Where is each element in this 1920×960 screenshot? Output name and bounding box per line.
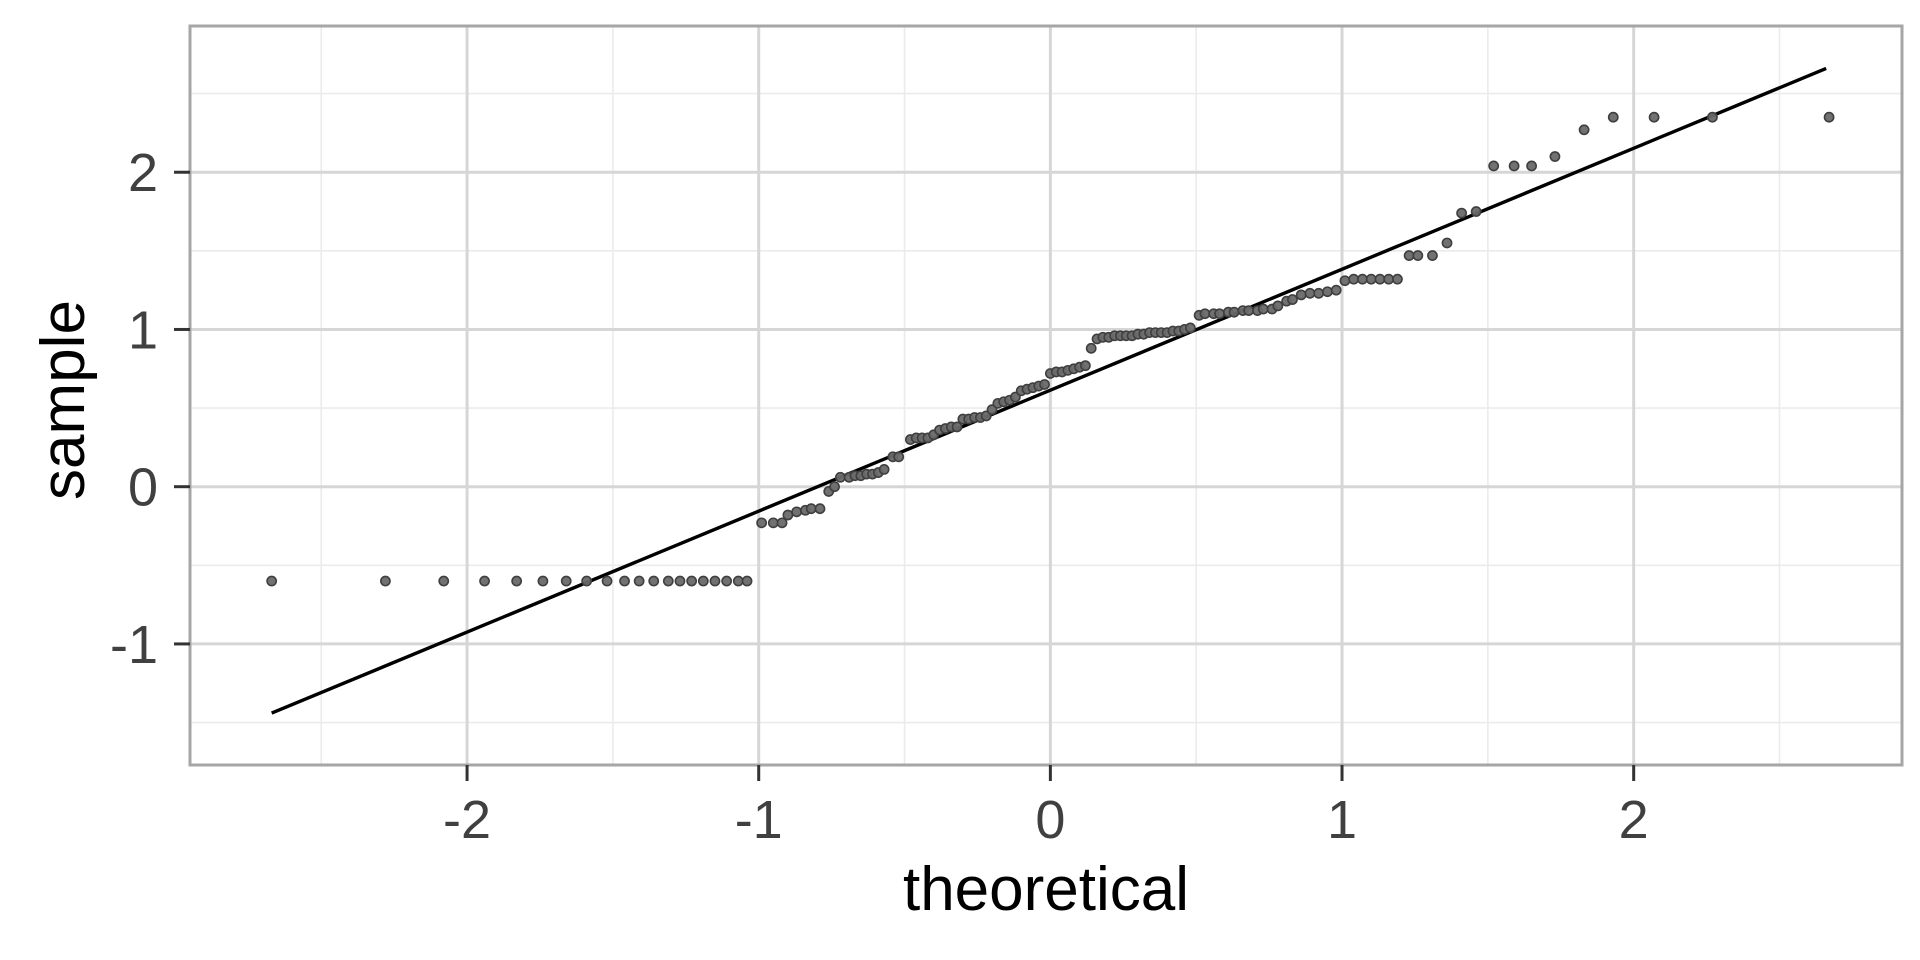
- data-point: [1272, 300, 1284, 312]
- data-point: [1228, 306, 1240, 318]
- data-point: [721, 575, 733, 587]
- data-point: [1184, 322, 1196, 334]
- data-point: [1295, 289, 1307, 301]
- data-point: [648, 575, 660, 587]
- data-point: [1365, 273, 1377, 285]
- y-axis-ticks: [174, 170, 190, 646]
- data-point: [1330, 284, 1342, 296]
- data-point: [1348, 273, 1360, 285]
- data-point: [1526, 160, 1538, 172]
- data-point: [741, 575, 753, 587]
- data-point: [601, 575, 613, 587]
- data-point: [1243, 305, 1255, 316]
- x-tick-label: -1: [735, 790, 783, 850]
- data-point: [1648, 111, 1660, 123]
- data-point: [1304, 287, 1316, 299]
- data-point: [1287, 294, 1298, 305]
- data-point: [1578, 124, 1590, 136]
- data-point: [732, 575, 744, 587]
- panel-background: [190, 26, 1902, 765]
- y-tick-label: 2: [128, 143, 158, 203]
- data-point: [1427, 250, 1438, 261]
- minor-gridlines: [190, 26, 1902, 765]
- data-point: [438, 575, 450, 587]
- panel-border: [188, 24, 1904, 767]
- data-point: [537, 575, 549, 587]
- x-axis-title: theoretical: [903, 855, 1189, 924]
- data-point: [674, 575, 686, 587]
- data-point: [479, 575, 490, 587]
- data-point: [380, 575, 391, 587]
- data-point: [1214, 308, 1225, 320]
- y-tick-label: 0: [128, 458, 158, 518]
- data-point: [266, 575, 278, 587]
- y-tick-label: -1: [110, 615, 158, 675]
- data-point: [1357, 273, 1368, 285]
- data-point: [805, 503, 817, 515]
- major-gridlines: [190, 26, 1902, 765]
- data-point: [633, 575, 645, 587]
- data-point: [1441, 237, 1453, 249]
- data-point: [782, 509, 794, 521]
- data-point: [829, 481, 840, 493]
- data-point: [1607, 111, 1619, 123]
- data-point: [1470, 206, 1482, 217]
- data-point: [1257, 303, 1269, 315]
- data-point: [1039, 379, 1050, 390]
- data-point: [1199, 308, 1211, 320]
- data-point: [878, 463, 890, 475]
- y-axis-title: sample: [29, 300, 98, 500]
- x-tick-label: -2: [443, 790, 491, 850]
- data-point: [581, 575, 593, 587]
- data-point: [951, 421, 963, 433]
- data-point: [776, 517, 788, 529]
- data-point: [662, 575, 674, 587]
- data-point: [686, 575, 698, 587]
- data-point: [1313, 287, 1325, 299]
- data-point: [791, 506, 803, 518]
- x-tick-label: 2: [1619, 790, 1649, 850]
- data-point: [834, 471, 846, 483]
- data-point: [1403, 250, 1415, 261]
- data-point: [619, 575, 630, 587]
- data-point: [1374, 273, 1386, 285]
- data-point: [1322, 286, 1333, 298]
- data-point: [814, 503, 826, 515]
- data-point: [697, 575, 709, 587]
- data-point: [1707, 111, 1718, 123]
- data-point: [511, 575, 523, 587]
- data-point: [756, 517, 768, 529]
- x-axis-tick-labels: -2 -1 0 1 2: [443, 790, 1649, 850]
- data-point: [1549, 151, 1561, 162]
- data-point: [1823, 111, 1835, 123]
- y-tick-label: 1: [128, 300, 158, 360]
- qq-reference-line: [271, 66, 1827, 715]
- data-point: [1339, 275, 1351, 287]
- data-point: [1508, 160, 1520, 172]
- x-axis-ticks: [465, 765, 1636, 781]
- data-point: [1383, 273, 1395, 285]
- data-point: [560, 575, 572, 587]
- data-point: [1085, 342, 1097, 354]
- data-point: [893, 451, 905, 463]
- data-point: [1488, 160, 1500, 172]
- data-point: [1412, 250, 1424, 261]
- data-point: [1392, 273, 1403, 285]
- x-tick-label: 1: [1327, 790, 1357, 850]
- y-axis-tick-labels: -1 0 1 2: [110, 143, 158, 675]
- data-point: [709, 575, 721, 587]
- data-points: [266, 111, 1835, 587]
- data-point: [1456, 207, 1468, 219]
- x-tick-label: 0: [1035, 790, 1065, 850]
- data-point: [1079, 360, 1091, 372]
- data-point: [767, 517, 779, 529]
